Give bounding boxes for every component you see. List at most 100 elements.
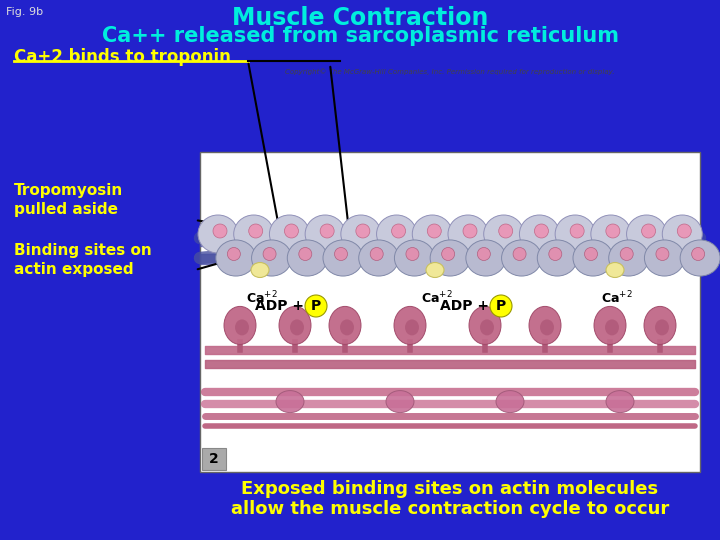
Text: P: P (311, 299, 321, 313)
Ellipse shape (529, 306, 561, 345)
Circle shape (320, 224, 334, 238)
Circle shape (585, 247, 598, 260)
Text: ADP +: ADP + (255, 299, 304, 313)
Ellipse shape (251, 240, 292, 276)
Circle shape (406, 247, 419, 260)
Ellipse shape (606, 262, 624, 278)
Ellipse shape (519, 215, 559, 253)
Circle shape (642, 224, 656, 238)
Ellipse shape (555, 215, 595, 253)
Text: Fig. 9b: Fig. 9b (6, 7, 43, 17)
Circle shape (499, 224, 513, 238)
Ellipse shape (305, 215, 345, 253)
Ellipse shape (290, 319, 304, 335)
Text: Tropomyosin
pulled aside: Tropomyosin pulled aside (14, 183, 123, 218)
Ellipse shape (426, 262, 444, 278)
Ellipse shape (484, 215, 523, 253)
Bar (200, 152, 700, 472)
Circle shape (263, 247, 276, 260)
Circle shape (305, 295, 327, 317)
Circle shape (549, 247, 562, 260)
Circle shape (463, 224, 477, 238)
Text: Ca$^{+2}$: Ca$^{+2}$ (601, 290, 633, 307)
Circle shape (513, 247, 526, 260)
Ellipse shape (251, 262, 269, 278)
Bar (202, 448, 226, 470)
Ellipse shape (605, 319, 619, 335)
Text: Ca$^{+2}$: Ca$^{+2}$ (421, 290, 453, 307)
Ellipse shape (405, 319, 419, 335)
Ellipse shape (430, 240, 470, 276)
Ellipse shape (413, 215, 452, 253)
Circle shape (441, 247, 454, 260)
Ellipse shape (644, 306, 676, 345)
Circle shape (570, 224, 584, 238)
Ellipse shape (386, 390, 414, 413)
Text: 2: 2 (209, 452, 219, 466)
Circle shape (534, 224, 549, 238)
Text: ADP +: ADP + (440, 299, 489, 313)
Ellipse shape (466, 240, 506, 276)
Ellipse shape (216, 240, 256, 276)
Circle shape (490, 295, 512, 317)
Ellipse shape (235, 319, 249, 335)
Ellipse shape (496, 390, 524, 413)
Ellipse shape (594, 306, 626, 345)
Circle shape (299, 247, 312, 260)
Ellipse shape (394, 306, 426, 345)
Circle shape (620, 247, 633, 260)
Ellipse shape (680, 240, 720, 276)
Text: Exposed binding sites on actin molecules: Exposed binding sites on actin molecules (241, 480, 659, 498)
Text: Copyright© The McGraw-Hill Companies, Inc. Permission required for reproduction : Copyright© The McGraw-Hill Companies, In… (285, 68, 615, 75)
Ellipse shape (395, 240, 434, 276)
Ellipse shape (224, 306, 256, 345)
Text: Ca+2 binds to troponin: Ca+2 binds to troponin (14, 48, 231, 66)
Text: P: P (496, 299, 506, 313)
Text: Muscle Contraction: Muscle Contraction (232, 6, 488, 30)
Ellipse shape (341, 215, 381, 253)
Ellipse shape (655, 319, 669, 335)
Ellipse shape (279, 306, 311, 345)
Ellipse shape (626, 215, 667, 253)
Ellipse shape (359, 240, 399, 276)
Circle shape (427, 224, 441, 238)
Ellipse shape (287, 240, 328, 276)
Circle shape (356, 224, 370, 238)
Circle shape (692, 247, 705, 260)
Ellipse shape (276, 390, 304, 413)
Ellipse shape (198, 215, 238, 253)
Ellipse shape (323, 240, 363, 276)
Ellipse shape (606, 390, 634, 413)
Circle shape (370, 247, 383, 260)
Ellipse shape (448, 215, 488, 253)
Ellipse shape (573, 240, 613, 276)
Circle shape (606, 224, 620, 238)
Ellipse shape (644, 240, 685, 276)
Ellipse shape (340, 319, 354, 335)
Circle shape (477, 247, 490, 260)
Ellipse shape (540, 319, 554, 335)
Circle shape (392, 224, 405, 238)
Ellipse shape (469, 306, 501, 345)
Ellipse shape (377, 215, 417, 253)
Ellipse shape (502, 240, 541, 276)
Text: allow the muscle contraction cycle to occur: allow the muscle contraction cycle to oc… (231, 500, 669, 518)
Ellipse shape (537, 240, 577, 276)
Circle shape (656, 247, 669, 260)
Circle shape (228, 247, 240, 260)
Circle shape (213, 224, 227, 238)
Ellipse shape (234, 215, 274, 253)
Ellipse shape (662, 215, 702, 253)
Circle shape (335, 247, 348, 260)
Circle shape (678, 224, 691, 238)
Circle shape (284, 224, 298, 238)
Text: Binding sites on
actin exposed: Binding sites on actin exposed (14, 242, 152, 278)
Ellipse shape (269, 215, 310, 253)
Ellipse shape (329, 306, 361, 345)
Ellipse shape (480, 319, 494, 335)
Ellipse shape (591, 215, 631, 253)
Text: Ca$^{+2}$: Ca$^{+2}$ (246, 290, 278, 307)
Ellipse shape (608, 240, 649, 276)
Circle shape (248, 224, 263, 238)
Text: Ca++ released from sarcoplasmic reticulum: Ca++ released from sarcoplasmic reticulu… (102, 26, 618, 46)
